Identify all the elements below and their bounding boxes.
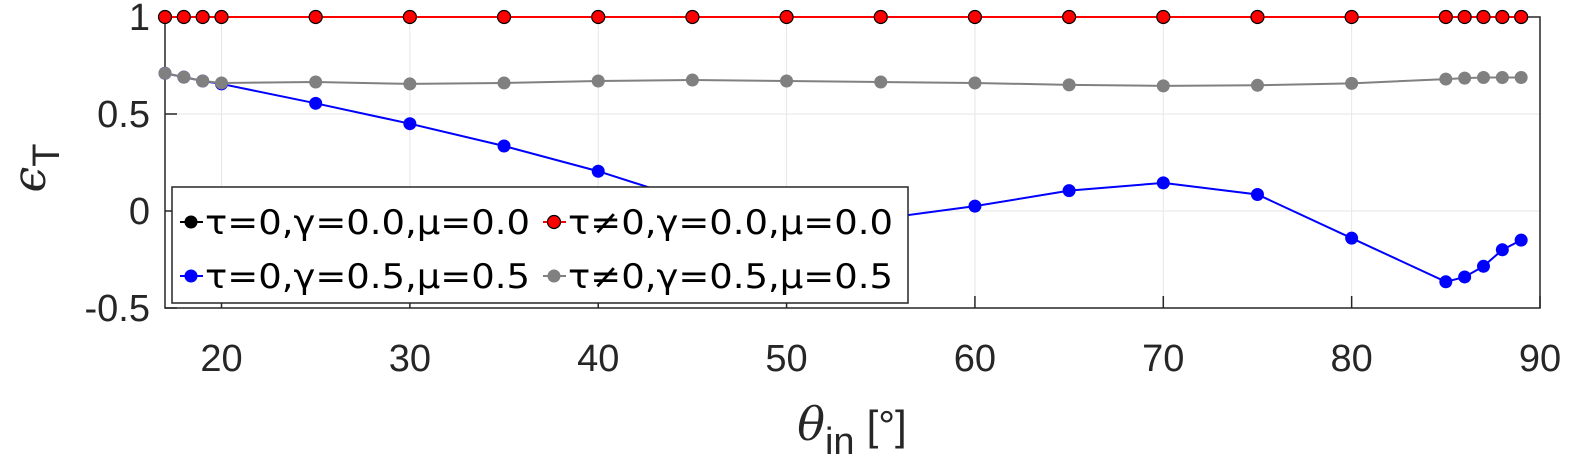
data-point: [1495, 243, 1509, 257]
data-point: [497, 76, 511, 90]
data-point: [591, 164, 605, 178]
data-point: [403, 117, 417, 131]
data-point: [779, 9, 794, 25]
data-point: [309, 75, 323, 89]
data-point: [1345, 76, 1359, 90]
x-tick-label: 60: [954, 338, 996, 380]
x-tick-label: 40: [577, 338, 619, 380]
x-tick-label: 30: [389, 338, 431, 380]
data-point: [967, 9, 983, 25]
legend-marker: [547, 269, 561, 283]
data-point: [1439, 275, 1453, 289]
data-point: [1476, 259, 1490, 273]
data-point: [496, 9, 512, 25]
data-point: [1476, 71, 1490, 85]
series-3: [158, 66, 1528, 93]
data-point: [1495, 9, 1510, 25]
x-tick-label: 90: [1519, 338, 1561, 380]
data-point: [591, 74, 605, 88]
data-point: [591, 9, 606, 25]
data-point: [195, 9, 210, 25]
legend-label: τ=0,γ=0.5,μ=0.5: [205, 257, 530, 297]
y-axis-ticks: -0.5 0 0.5 1: [85, 0, 177, 330]
data-point: [158, 66, 172, 80]
legend-marker: [184, 215, 198, 229]
data-point: [177, 70, 191, 84]
data-point: [215, 76, 229, 90]
data-point: [1250, 188, 1264, 202]
data-point: [1062, 9, 1077, 25]
data-point: [1458, 71, 1472, 85]
y-tick-label: 0: [129, 191, 150, 233]
data-point: [1438, 9, 1453, 25]
data-point: [1495, 71, 1509, 85]
x-axis-ticks: 20 30 40 50 60 70 80 90: [200, 296, 1561, 380]
data-point: [309, 96, 323, 110]
series-layer: [157, 9, 1529, 289]
data-point: [1156, 79, 1170, 93]
data-point: [1514, 233, 1528, 247]
data-point: [873, 9, 888, 25]
data-point: [1062, 78, 1076, 92]
data-point: [1344, 9, 1359, 25]
legend-box: [171, 186, 909, 304]
data-point: [308, 9, 323, 25]
data-point: [214, 9, 229, 25]
legend-marker: [184, 269, 198, 283]
y-tick-label: 1: [129, 0, 150, 39]
data-point: [1439, 72, 1453, 86]
data-point: [1062, 184, 1076, 198]
x-axis-label-subscript: in: [825, 421, 855, 463]
data-point: [685, 9, 700, 25]
x-axis-label-unit: [°]: [867, 402, 907, 449]
x-axis-label-symbol: θ: [797, 397, 825, 451]
data-point: [403, 77, 417, 91]
data-point: [157, 9, 173, 25]
legend-label: τ=0,γ=0.0,μ=0.0: [205, 203, 530, 243]
x-tick-label: 70: [1142, 338, 1184, 380]
data-point: [196, 74, 210, 88]
legend-label: τ≠0,γ=0.5,μ=0.5: [568, 257, 893, 297]
legend-entry: τ=0,γ=0.5,μ=0.5: [180, 257, 530, 297]
y-axis-label: ϵT: [2, 144, 68, 193]
data-point: [497, 139, 511, 153]
legend: τ=0,γ=0.0,μ=0.0 τ≠0,γ=0.0,μ=0.0 τ=0,γ=0.5,…: [171, 186, 909, 304]
y-axis-label-subscript: T: [26, 144, 68, 167]
legend-label: τ≠0,γ=0.0,μ=0.0: [568, 203, 893, 243]
data-point: [1156, 176, 1170, 190]
legend-entry: τ=0,γ=0.0,μ=0.0: [180, 203, 530, 243]
series-1: [157, 9, 1529, 25]
y-axis-label-symbol: ϵ: [2, 167, 56, 193]
data-point: [1476, 9, 1491, 25]
data-point: [176, 9, 191, 25]
y-tick-label: 0.5: [97, 94, 150, 136]
data-point: [1457, 9, 1472, 25]
data-point: [402, 9, 417, 25]
y-tick-label: -0.5: [85, 288, 150, 330]
x-tick-label: 80: [1331, 338, 1373, 380]
data-point: [685, 73, 699, 87]
data-point: [1156, 9, 1171, 25]
data-point: [780, 74, 794, 88]
data-point: [968, 76, 982, 90]
data-point: [1250, 78, 1264, 92]
x-tick-label: 20: [200, 338, 242, 380]
legend-marker: [546, 214, 562, 230]
data-point: [1345, 231, 1359, 245]
data-point: [1458, 270, 1472, 284]
legend-entry: τ≠0,γ=0.5,μ=0.5: [543, 257, 893, 297]
data-point: [968, 199, 982, 213]
x-axis-label: θin [°]: [797, 397, 906, 463]
legend-entry: τ≠0,γ=0.0,μ=0.0: [543, 203, 893, 243]
data-point: [1250, 9, 1265, 25]
data-point: [1514, 9, 1529, 25]
x-tick-label: 50: [765, 338, 807, 380]
data-point: [874, 75, 888, 89]
series-line: [164, 72, 1522, 87]
data-point: [1514, 71, 1528, 85]
